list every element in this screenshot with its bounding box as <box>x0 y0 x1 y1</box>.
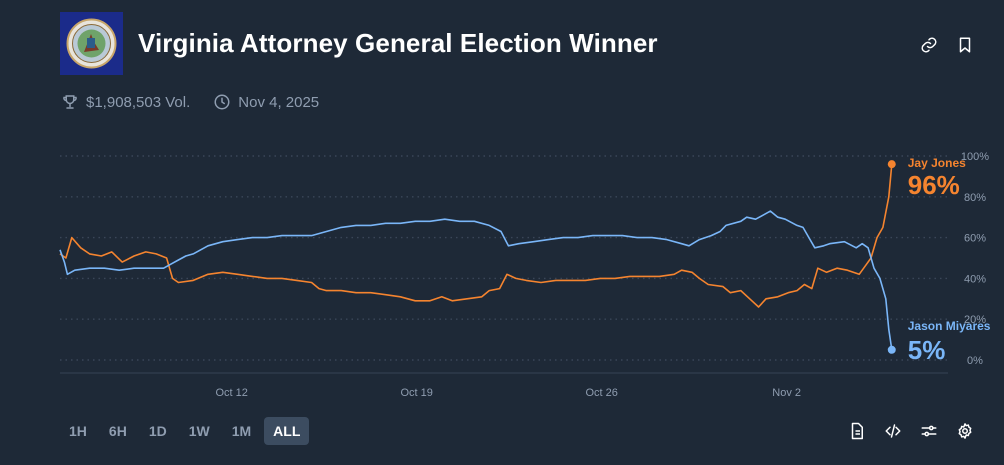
chart-canvas: 100% 80% 60% 40% 20% 0% Oct 12 Oct 19 Oct 26 Nov … <box>59 151 991 399</box>
clock-icon <box>212 92 232 112</box>
series-end-dot <box>887 160 896 169</box>
range-button-1d[interactable]: 1D <box>148 423 167 439</box>
series-line-jay-jones <box>59 164 893 308</box>
link-icon[interactable] <box>918 34 940 56</box>
x-tick-label: Oct 26 <box>585 387 617 399</box>
y-tick-label: 0% <box>967 355 983 367</box>
market-header: Virginia Attorney General Election Winne… <box>60 12 990 76</box>
series-end-dot <box>887 345 896 354</box>
y-tick-label: 20% <box>964 314 986 326</box>
x-tick-label: Oct 12 <box>215 387 247 399</box>
volume-text: $1,908,503 Vol. <box>86 93 191 111</box>
series-value-label: 96% <box>908 170 960 200</box>
chart-tools <box>846 420 976 442</box>
market-meta: $1,908,503 Vol. Nov 4, 2025 <box>60 91 319 113</box>
price-chart: 100% 80% 60% 40% 20% 0% Oct 12 Oct 19 Oct 26 Nov … <box>0 130 1004 410</box>
time-range-selector: 1H 6H 1D 1W 1M ALL <box>60 417 310 445</box>
range-button-1m[interactable]: 1M <box>231 423 252 439</box>
trophy-icon <box>60 92 80 112</box>
range-button-1h[interactable]: 1H <box>69 423 87 439</box>
y-tick-label: 100% <box>961 151 989 163</box>
y-tick-label: 60% <box>964 233 986 245</box>
y-tick-label: 40% <box>964 273 986 285</box>
gear-icon[interactable] <box>954 420 976 442</box>
sliders-icon[interactable] <box>918 420 940 442</box>
series-name-label: Jay Jones <box>908 156 966 170</box>
series-value-label: 5% <box>908 335 946 365</box>
series-name-label: Jason Miyares <box>908 319 991 333</box>
x-tick-label: Nov 2 <box>772 387 801 399</box>
code-embed-icon[interactable] <box>882 420 904 442</box>
range-button-all[interactable]: ALL <box>264 417 310 445</box>
series-line-jason-miyares <box>59 210 893 350</box>
y-tick-label: 80% <box>964 192 986 204</box>
document-icon[interactable] <box>846 420 868 442</box>
range-button-1w[interactable]: 1W <box>188 423 210 439</box>
end-date-text: Nov 4, 2025 <box>238 93 320 111</box>
range-button-6h[interactable]: 6H <box>108 423 127 439</box>
virginia-flag-icon <box>60 12 123 75</box>
x-tick-label: Oct 19 <box>400 387 432 399</box>
page-title: Virginia Attorney General Election Winne… <box>138 28 658 58</box>
bookmark-icon[interactable] <box>954 34 976 56</box>
